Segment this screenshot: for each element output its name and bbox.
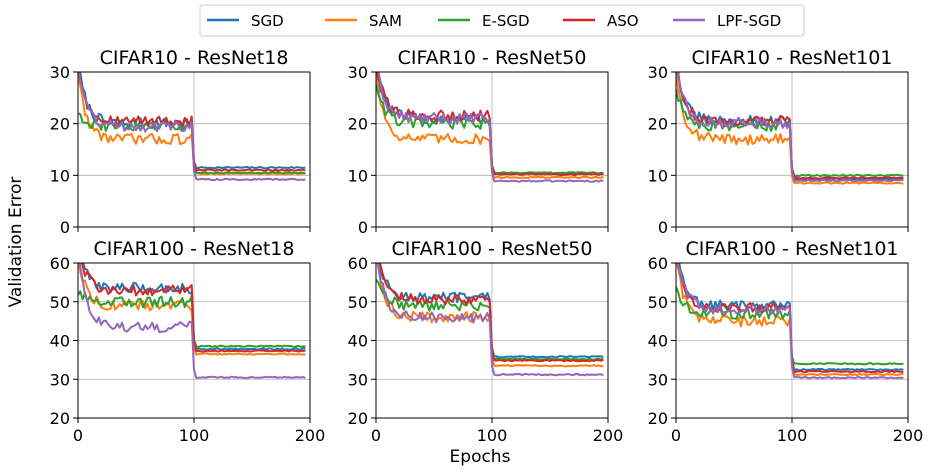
legend: SGD SAM E-SGD ASO LPF-SGD	[199, 4, 805, 37]
legend-item-sam: SAM	[325, 12, 402, 30]
panel-6: 20 30 40 50 60 0 100 200 CIFAR100 - ResNet101	[648, 238, 924, 445]
series-line-sgd	[678, 263, 904, 372]
legend-item-aso: ASO	[563, 12, 639, 30]
series-line-lpf-sgd	[676, 263, 904, 380]
series-line-aso	[376, 72, 604, 176]
x-axis-label: Epochs	[450, 447, 511, 467]
series-group	[376, 72, 604, 183]
y-tick-label: 60	[348, 254, 368, 273]
panel-4: 20 30 40 50 60 0 100 200 CIFAR100 - ResNet18	[50, 238, 326, 445]
y-tick-label: 40	[348, 332, 368, 351]
legend-item-e-sgd: E-SGD	[438, 12, 530, 30]
legend-label: ASO	[607, 12, 639, 30]
panel-title: CIFAR100 - ResNet101	[685, 238, 898, 260]
y-tick-label: 10	[648, 166, 668, 185]
x-tick-label: 100	[777, 426, 808, 445]
y-tick-label: 30	[348, 63, 368, 82]
y-tick-label: 20	[50, 409, 70, 428]
series-line-aso	[80, 263, 306, 353]
y-tick-label: 60	[648, 254, 668, 273]
legend-frame	[199, 4, 805, 37]
series-line-aso	[78, 72, 306, 172]
y-tick-label: 50	[648, 293, 668, 312]
series-line-lpf-sgd	[376, 263, 604, 377]
legend-label: SGD	[251, 12, 284, 30]
series-line-aso	[677, 72, 904, 180]
y-tick-label: 20	[348, 115, 368, 134]
y-tick-label: 40	[50, 332, 70, 351]
y-tick-label: 10	[50, 166, 70, 185]
legend-label: LPF-SGD	[717, 12, 781, 30]
x-tick-label: 0	[671, 426, 681, 445]
legend-item-lpf-sgd: LPF-SGD	[673, 12, 781, 30]
series-group	[676, 263, 904, 380]
series-line-lpf-sgd	[78, 72, 306, 182]
y-tick-label: 50	[50, 293, 70, 312]
series-group	[376, 263, 604, 377]
panel-3: 0 10 20 30 CIFAR10 - ResNet101	[648, 47, 909, 237]
panel-title: CIFAR100 - ResNet50	[392, 238, 593, 260]
x-tick-label: 200	[295, 426, 326, 445]
y-tick-label: 20	[348, 409, 368, 428]
panel-1: 0 10 20 30 CIFAR10 - ResNet18	[50, 47, 311, 237]
x-tick-label: 0	[73, 426, 83, 445]
legend-label: SAM	[369, 12, 402, 30]
y-tick-label: 60	[50, 254, 70, 273]
panel-title: CIFAR10 - ResNet18	[100, 47, 289, 69]
x-tick-label: 100	[477, 426, 508, 445]
panel-title: CIFAR10 - ResNet101	[692, 47, 893, 69]
series-group	[78, 263, 306, 379]
series-line-lpf-sgd	[78, 263, 306, 379]
y-tick-label: 0	[358, 218, 368, 237]
x-tick-label: 100	[179, 426, 210, 445]
series-line-lpf-sgd	[676, 72, 904, 183]
y-tick-label: 30	[648, 370, 668, 389]
y-tick-label: 30	[648, 63, 668, 82]
y-tick-label: 20	[648, 115, 668, 134]
panel-title: CIFAR10 - ResNet50	[398, 47, 587, 69]
x-tick-label: 0	[371, 426, 381, 445]
y-tick-label: 20	[50, 115, 70, 134]
y-tick-label: 30	[50, 63, 70, 82]
y-tick-label: 30	[50, 370, 70, 389]
panel-2: 0 10 20 30 CIFAR10 - ResNet50	[348, 47, 609, 237]
panel-5: 20 30 40 50 60 0 100 200 CIFAR100 - ResNet50	[348, 238, 624, 445]
x-tick-label: 200	[893, 426, 924, 445]
panel-title: CIFAR100 - ResNet18	[94, 238, 295, 260]
y-axis-label: Validation Error	[6, 177, 26, 308]
x-tick-label: 200	[593, 426, 624, 445]
series-line-aso	[378, 263, 604, 363]
legend-label: E-SGD	[482, 12, 530, 30]
y-tick-label: 10	[348, 166, 368, 185]
y-tick-label: 0	[658, 218, 668, 237]
legend-item-sgd: SGD	[207, 12, 284, 30]
y-tick-label: 20	[648, 409, 668, 428]
y-tick-label: 0	[60, 218, 70, 237]
series-group	[676, 72, 904, 185]
y-tick-label: 50	[348, 293, 368, 312]
y-tick-label: 40	[648, 332, 668, 351]
y-tick-label: 30	[348, 370, 368, 389]
series-line-lpf-sgd	[377, 72, 604, 183]
series-group	[78, 72, 306, 182]
